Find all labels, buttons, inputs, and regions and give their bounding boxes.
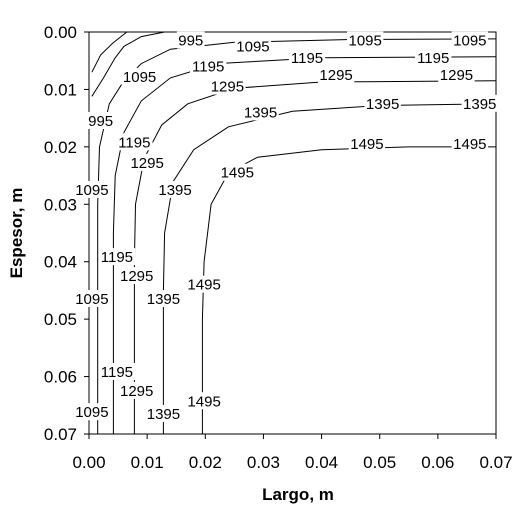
contour-label-bg [118, 267, 155, 285]
contour-label-1095: 1095 [453, 33, 486, 50]
contour-label-1395: 1395 [147, 406, 180, 423]
x-tick-label: 0.05 [363, 453, 396, 472]
contour-label-995: 995 [88, 113, 113, 130]
contour-label-1095: 1095 [236, 38, 269, 55]
contour-label-bg [234, 37, 272, 55]
y-tick-label: 0.04 [44, 253, 77, 272]
contour-line-1195 [112, 56, 497, 434]
contour-label-bg [438, 66, 475, 84]
contour-label-bg [185, 275, 223, 293]
contour-label-1495: 1495 [187, 277, 220, 294]
contour-label-1195: 1195 [101, 249, 133, 266]
contour-label-bg [346, 31, 384, 49]
contour-lines [91, 31, 497, 434]
y-axis-ticks: 0.00 0.01 0.02 0.03 0.04 0.05 0.06 0.07 [44, 23, 89, 444]
contour-label-1395: 1395 [244, 104, 277, 121]
y-tick-label: 0.01 [44, 80, 77, 99]
contour-label-bg [317, 66, 355, 84]
x-tick-label: 0.04 [305, 453, 338, 472]
contour-label-1495: 1495 [187, 393, 220, 410]
x-tick-label: 0.00 [72, 453, 105, 472]
y-tick-label: 0.05 [44, 310, 77, 329]
contour-label-bg [86, 112, 115, 130]
contour-label-bg [348, 134, 386, 152]
contour-label-bg [209, 77, 246, 95]
y-tick-label: 0.06 [44, 368, 77, 387]
contour-label-1195: 1195 [118, 134, 150, 151]
contour-label-1295: 1295 [130, 155, 163, 172]
contour-label-bg [121, 67, 158, 85]
contour-line-1495 [201, 146, 496, 434]
contour-label-1195: 1195 [417, 50, 449, 67]
contour-label-1295: 1295 [211, 79, 244, 96]
contour-label-995: 995 [178, 33, 203, 50]
y-tick-label: 0.03 [44, 195, 77, 214]
contour-label-bg [415, 48, 452, 66]
contour-label-1395: 1395 [147, 291, 180, 308]
contour-label-bg [145, 290, 182, 308]
contour-label-1495: 1495 [221, 165, 254, 182]
contour-line-1295 [133, 80, 497, 434]
y-tick-label: 0.07 [44, 425, 77, 444]
contour-label-bg [116, 133, 153, 151]
contour-label-bg [128, 153, 166, 171]
contour-label-1295: 1295 [120, 383, 153, 400]
contour-line-1395 [162, 103, 497, 434]
contour-label-1195: 1195 [192, 58, 224, 75]
contour-label-1095: 1095 [75, 291, 108, 308]
contour-label-bg [98, 248, 136, 266]
contour-label-1295: 1295 [319, 67, 352, 84]
contour-label-bg [156, 180, 194, 198]
y-axis-title: Espesor, m [7, 188, 26, 279]
contour-label-1095: 1095 [123, 69, 156, 86]
contour-label-1195: 1195 [101, 364, 133, 381]
contour-label-1495: 1495 [453, 136, 486, 153]
contour-label-bg [242, 103, 279, 121]
contour-label-1295: 1295 [440, 67, 473, 84]
contour-label-bg [219, 163, 256, 181]
contour-line-895 [91, 31, 128, 73]
contour-label-bg [118, 381, 155, 399]
x-tick-label: 0.01 [131, 453, 164, 472]
contour-line-995 [91, 31, 165, 97]
contour-label-bg [73, 180, 111, 198]
contour-label-bg [73, 290, 111, 308]
x-tick-label: 0.06 [421, 453, 454, 472]
x-axis-title: Largo, m [262, 485, 334, 504]
contour-label-1195: 1195 [291, 50, 323, 67]
contour-label-1395: 1395 [158, 182, 191, 199]
contour-line-1095 [97, 38, 497, 434]
x-tick-label: 0.07 [479, 453, 512, 472]
contour-label-1395: 1395 [463, 96, 496, 113]
y-tick-label: 0.02 [44, 138, 77, 157]
plot-frame [88, 31, 497, 435]
contour-label-bg [98, 362, 136, 380]
contour-label-bg [451, 134, 489, 152]
contour-label-1495: 1495 [350, 136, 383, 153]
contour-label-bg [189, 57, 227, 75]
y-tick-label: 0.00 [44, 23, 77, 42]
contour-label-1095: 1095 [75, 182, 108, 199]
x-axis-ticks: 0.00 0.01 0.02 0.03 0.04 0.05 0.06 0.07 [72, 434, 513, 472]
contour-label-bg [145, 404, 182, 422]
contour-label-1095: 1095 [348, 33, 381, 50]
contour-label-bg [364, 94, 401, 112]
contour-label-bg [288, 48, 326, 66]
contour-label-1395: 1395 [366, 96, 399, 113]
contour-label-bg [176, 31, 205, 49]
contour-label-bg [73, 403, 111, 421]
contour-label-bg [461, 94, 498, 112]
contour-label-1095: 1095 [75, 404, 108, 421]
contour-label-bg [451, 31, 489, 49]
x-tick-label: 0.03 [247, 453, 280, 472]
contour-label-bg [185, 392, 223, 410]
contour-label-1295: 1295 [120, 268, 153, 285]
x-tick-label: 0.02 [189, 453, 222, 472]
